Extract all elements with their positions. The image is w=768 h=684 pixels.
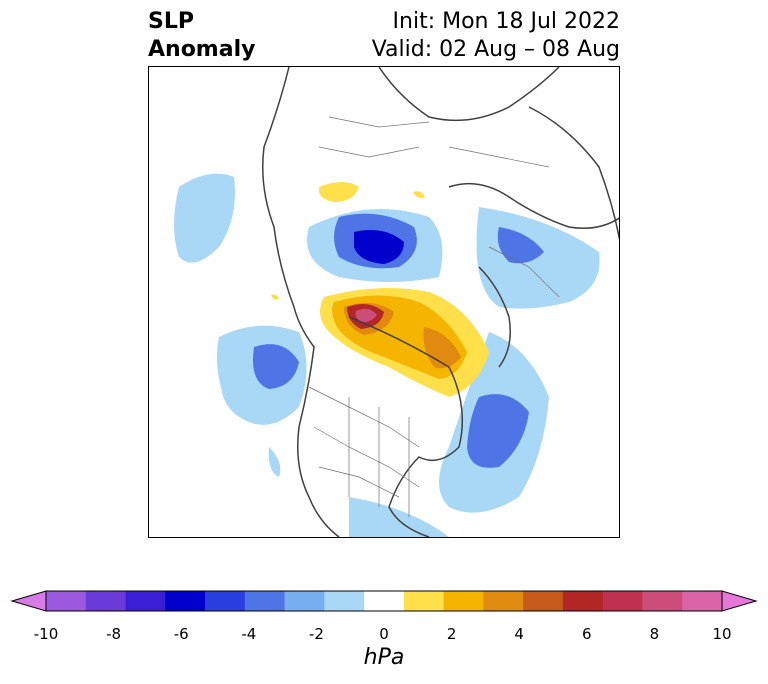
colorbar-unit: hPa bbox=[363, 645, 405, 670]
colorbar-segment bbox=[165, 591, 206, 611]
colorbar-segment bbox=[324, 591, 365, 611]
map-title: SLP Anomaly bbox=[148, 8, 255, 64]
coastlines bbox=[262, 67, 619, 537]
map-panel bbox=[148, 66, 620, 538]
colorbar-segment bbox=[483, 591, 524, 611]
colorbar-tick-label: 6 bbox=[582, 625, 592, 643]
colorbar-segment bbox=[205, 591, 246, 611]
valid-range: Valid: 02 Aug – 08 Aug bbox=[371, 37, 620, 62]
colorbar-right-arrow bbox=[721, 590, 758, 612]
colorbar-segment bbox=[523, 591, 564, 611]
colorbar-segment bbox=[682, 591, 723, 611]
colorbar-segment bbox=[443, 591, 484, 611]
colorbar-segment bbox=[602, 591, 643, 611]
colorbar-segment bbox=[642, 591, 683, 611]
date-info: Init: Mon 18 Jul 2022 Valid: 02 Aug – 08… bbox=[372, 8, 620, 64]
title-line-1: SLP bbox=[148, 9, 194, 34]
colorbar-tick-label: 2 bbox=[446, 625, 457, 643]
colorbar-tick-label: -10 bbox=[33, 625, 59, 643]
colorbar-tick-label: -4 bbox=[241, 625, 257, 643]
title-line-2: Anomaly bbox=[148, 37, 256, 62]
colorbar-tick-label: 8 bbox=[649, 625, 660, 643]
negative-anomaly-core bbox=[354, 229, 404, 264]
colorbar bbox=[10, 590, 758, 612]
colorbar-segment bbox=[364, 591, 405, 611]
positive-anomaly-core bbox=[355, 308, 377, 323]
colorbar-segment bbox=[244, 591, 286, 611]
colorbar-segment bbox=[284, 591, 325, 611]
colorbar-left-arrow bbox=[10, 590, 47, 612]
colorbar-tick-label: -8 bbox=[106, 625, 122, 643]
colorbar-segment bbox=[85, 591, 127, 611]
init-date: Init: Mon 18 Jul 2022 bbox=[392, 9, 620, 34]
anomaly-map bbox=[174, 67, 619, 537]
colorbar-segment bbox=[403, 591, 445, 611]
colorbar-tick-label: 10 bbox=[712, 625, 732, 643]
colorbar-tick-label: 4 bbox=[514, 625, 524, 643]
colorbar-tick-label: -6 bbox=[173, 625, 189, 643]
colorbar-tick-label: -2 bbox=[308, 625, 324, 643]
colorbar-segment bbox=[46, 591, 87, 611]
colorbar-segment bbox=[125, 591, 166, 611]
colorbar-outline bbox=[45, 590, 723, 612]
country-borders bbox=[308, 116, 560, 517]
colorbar-tick-label: 0 bbox=[379, 625, 389, 643]
colorbar-segments bbox=[46, 591, 723, 611]
colorbar-segment bbox=[562, 591, 604, 611]
